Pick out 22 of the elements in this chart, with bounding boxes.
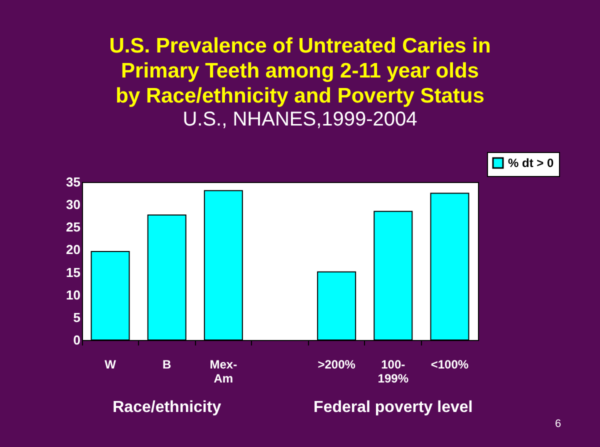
- text: by Race/ethnicity and Poverty Status: [116, 84, 484, 108]
- y-tick-label: 35: [66, 174, 80, 190]
- y-tick-label: 15: [66, 264, 80, 280]
- x-tick-label: 100-199%: [378, 358, 409, 386]
- x-tick-label: Mex-Am: [210, 358, 238, 386]
- text: 6: [554, 418, 562, 430]
- y-tick-label: 20: [66, 242, 80, 258]
- text: Federal poverty level: [314, 399, 473, 416]
- legend-label: % dt > 0: [508, 156, 554, 170]
- y-tick-label: 10: [66, 287, 80, 302]
- x-tick-label: >200%: [318, 358, 356, 372]
- x-tick-label: <100%: [430, 358, 469, 372]
- x-tick-label: W: [104, 358, 117, 372]
- chart-subtitle: U.S., NHANES,1999-2004: [182, 108, 418, 130]
- x-tick-label: B: [162, 358, 172, 372]
- y-tick-label: 5: [73, 310, 80, 325]
- y-tick-label: 0: [73, 332, 80, 348]
- y-tick-label: 30: [66, 197, 80, 212]
- text: U.S. Prevalence of Untreated Caries in: [109, 34, 491, 58]
- text: Race/ethnicity: [112, 399, 222, 416]
- y-tick-label: 25: [66, 220, 80, 235]
- text: Primary Teeth among 2-11 year olds: [121, 60, 479, 82]
